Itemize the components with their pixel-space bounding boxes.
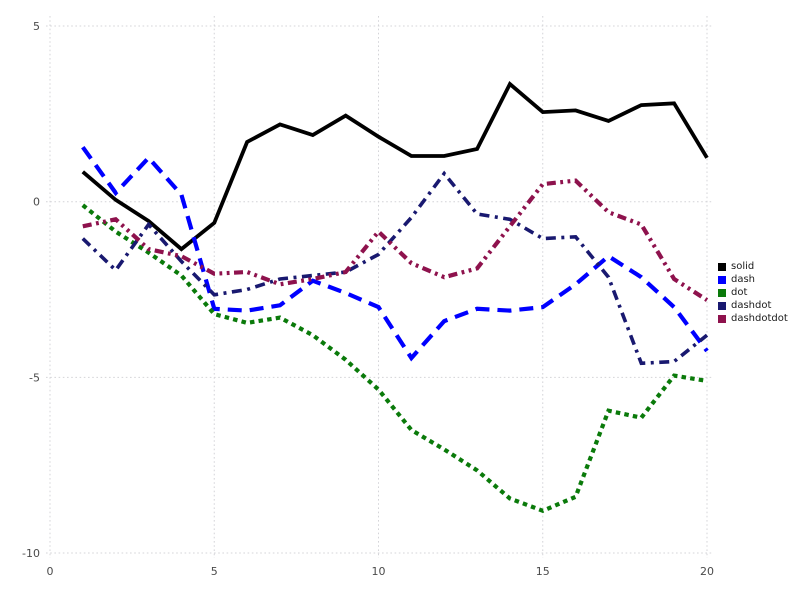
y-tick-label: 0 (33, 196, 40, 209)
legend-label-dashdotdot: dashdotdot (731, 313, 788, 324)
y-tick-label: -10 (22, 547, 40, 560)
legend-label-solid: solid (731, 261, 755, 272)
legend-label-dot: dot (731, 287, 748, 298)
legend: solid dash dot dashdot dashdotdot (718, 260, 788, 325)
legend-swatch-dashdotdot (718, 314, 726, 323)
legend-label-dash: dash (731, 274, 756, 285)
series-line-dot (81, 203, 708, 514)
series-line-dash (81, 145, 709, 362)
legend-item-dot: dot (718, 286, 788, 299)
series-line-dashdotdot (82, 178, 709, 302)
legend-item-dash: dash (718, 273, 788, 286)
series-line-dashdot (81, 170, 709, 366)
x-tick-label: 15 (536, 565, 550, 578)
y-tick-label: 5 (33, 20, 40, 33)
legend-swatch-dashdot (718, 301, 726, 310)
legend-item-solid: solid (718, 260, 788, 273)
y-tick-label: -5 (29, 371, 40, 384)
legend-item-dashdotdot: dashdotdot (718, 312, 788, 325)
legend-item-dashdot: dashdot (718, 299, 788, 312)
legend-swatch-solid (718, 262, 726, 271)
legend-label-dashdot: dashdot (731, 300, 772, 311)
x-tick-label: 10 (372, 565, 386, 578)
legend-swatch-dash (718, 275, 726, 284)
x-tick-label: 20 (700, 565, 714, 578)
x-tick-label: 0 (47, 565, 54, 578)
series-line-solid (81, 80, 709, 252)
x-tick-label: 5 (211, 565, 218, 578)
legend-swatch-dot (718, 288, 726, 297)
